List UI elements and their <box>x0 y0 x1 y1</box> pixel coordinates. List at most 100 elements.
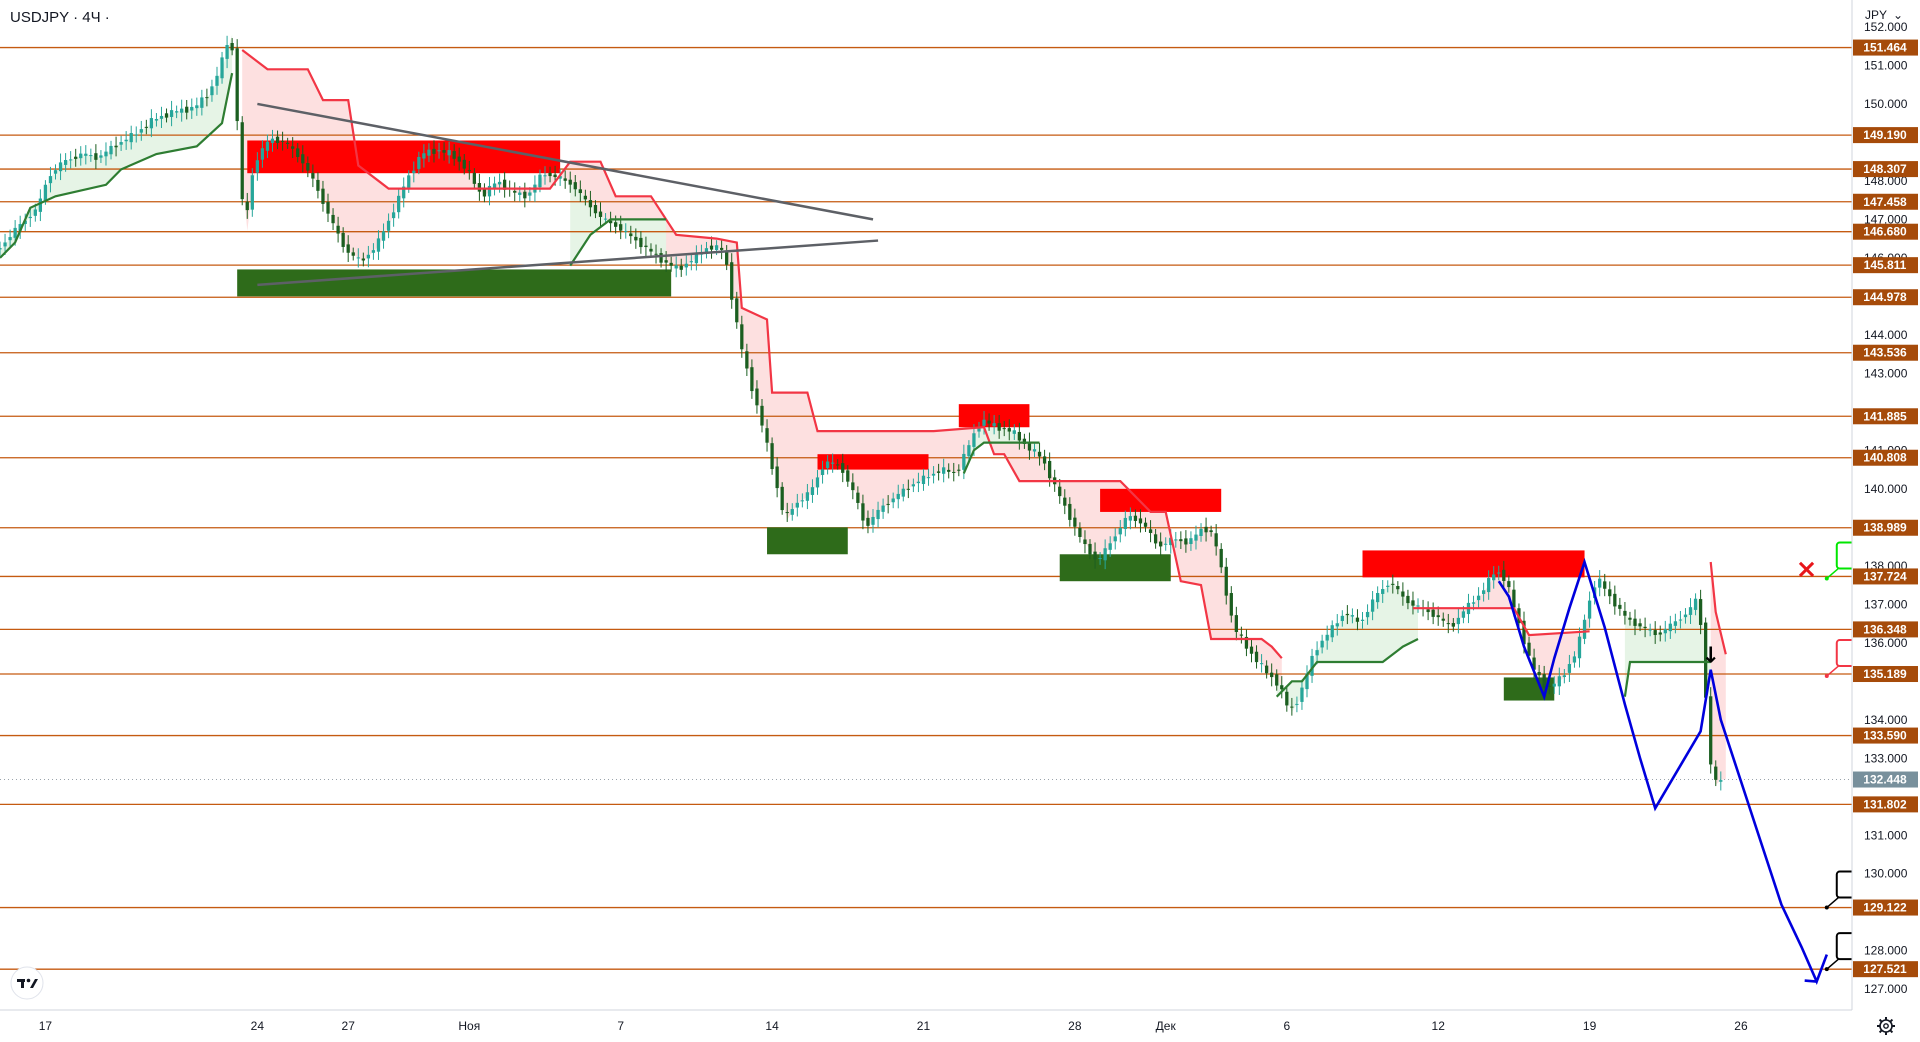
candle-body <box>1143 522 1148 527</box>
callout-anchor <box>1824 967 1829 972</box>
symbol-title[interactable]: USDJPY · 4Ч · <box>10 9 110 26</box>
candle-body <box>280 140 285 142</box>
candle-body <box>321 188 325 204</box>
candle-body <box>548 172 552 177</box>
candle-body <box>876 509 880 520</box>
current-price-badge <box>1853 771 1918 788</box>
candle-body <box>1184 538 1188 545</box>
level-label: 141.885 <box>1863 409 1907 423</box>
candle-body <box>836 464 840 466</box>
candle-body <box>553 174 557 178</box>
price-tick-label: 131.000 <box>1864 828 1908 842</box>
level-label-badge <box>1853 568 1918 585</box>
tradingview-logo-icon[interactable] <box>10 966 44 1000</box>
candle-body <box>38 198 43 212</box>
candle-body <box>94 153 98 160</box>
candle-body <box>134 134 138 136</box>
candle-body <box>1542 674 1546 689</box>
candle-body <box>1471 602 1476 604</box>
candle-body <box>492 183 497 189</box>
candle-body <box>931 473 936 476</box>
level-label-badge <box>1853 127 1918 144</box>
candle-body <box>23 220 27 224</box>
level-label: 140.808 <box>1863 451 1907 465</box>
level-label-badge <box>1853 961 1918 978</box>
price-tick-label: 152.000 <box>1864 20 1908 34</box>
price-tick-label: 143.000 <box>1864 366 1908 380</box>
gear-icon[interactable] <box>1877 1017 1895 1035</box>
candle-body <box>1527 642 1531 656</box>
candle-body <box>608 220 613 224</box>
level-label: 133.590 <box>1863 729 1907 743</box>
candle-body <box>497 181 502 185</box>
time-axis-panel[interactable] <box>0 1010 1920 1042</box>
candle-body <box>952 471 956 473</box>
candle-body <box>331 214 335 224</box>
time-tick-label: 26 <box>1734 1019 1748 1033</box>
candle-body <box>1613 593 1617 607</box>
time-tick-label: 27 <box>342 1019 356 1033</box>
candle-body <box>240 122 244 200</box>
candle-body <box>487 185 492 197</box>
candle-body <box>482 189 487 197</box>
candle-body <box>1461 611 1466 618</box>
price-tick-label: 134.000 <box>1864 713 1908 727</box>
level-label: 129.122 <box>1863 901 1907 915</box>
candle-body <box>831 462 835 464</box>
candle-body <box>422 153 426 159</box>
candle-body <box>654 253 658 255</box>
candle-body <box>270 138 275 143</box>
candle-body <box>1148 529 1153 533</box>
candle-body <box>114 145 118 148</box>
candle-body <box>205 97 209 99</box>
price-tick-label: 133.000 <box>1864 751 1908 765</box>
candle-body <box>578 189 582 194</box>
candle-body <box>402 186 406 199</box>
currency-dropdown-icon[interactable]: ⌄ <box>1893 8 1903 22</box>
candle-body <box>1577 636 1582 659</box>
candle-body <box>346 244 350 253</box>
candle-body <box>28 216 32 219</box>
candle-body <box>730 262 734 300</box>
candle-body <box>634 236 638 241</box>
supertrend-up-line <box>1623 660 1711 697</box>
candle-body <box>1340 615 1344 622</box>
level-label: 136.348 <box>1863 622 1907 636</box>
candle-body <box>159 115 164 119</box>
candle-body <box>704 248 709 253</box>
price-tick-label: 144.000 <box>1864 328 1908 342</box>
candle-body <box>770 443 774 470</box>
candle-body <box>1587 600 1592 619</box>
candle-body <box>1204 526 1208 533</box>
candle-body <box>286 142 290 144</box>
candle-body <box>1058 486 1062 497</box>
candle-body <box>371 250 376 253</box>
candle-body <box>129 133 133 143</box>
candle-body <box>462 159 466 169</box>
time-tick-label: 12 <box>1432 1019 1446 1033</box>
level-labels: 151.464 149.190 148.307 147.458 146.680 145.8… <box>1853 39 1918 978</box>
price-tick-label: 127.000 <box>1864 982 1908 996</box>
candle-body <box>1552 683 1556 687</box>
candle-body <box>1673 621 1678 626</box>
currency-label[interactable]: JPY <box>1865 8 1887 22</box>
candle-body <box>1088 543 1092 555</box>
candle-body <box>1174 539 1178 541</box>
price-tick-label: 150.000 <box>1864 97 1908 111</box>
candle-body <box>921 475 926 485</box>
candle-body <box>164 113 169 118</box>
candle-body <box>1037 451 1042 457</box>
level-label-badge <box>1853 408 1918 425</box>
supertrend-fill <box>0 34 233 258</box>
candle-body <box>74 156 78 159</box>
callout-anchor <box>1824 905 1829 910</box>
candle-body <box>659 253 663 263</box>
supertrend-fill <box>1413 569 1590 689</box>
level-label-badge <box>1853 193 1918 210</box>
candle-body <box>1007 428 1011 432</box>
candle-body <box>417 156 421 169</box>
candle-body <box>174 111 179 113</box>
candle-body <box>386 220 391 231</box>
